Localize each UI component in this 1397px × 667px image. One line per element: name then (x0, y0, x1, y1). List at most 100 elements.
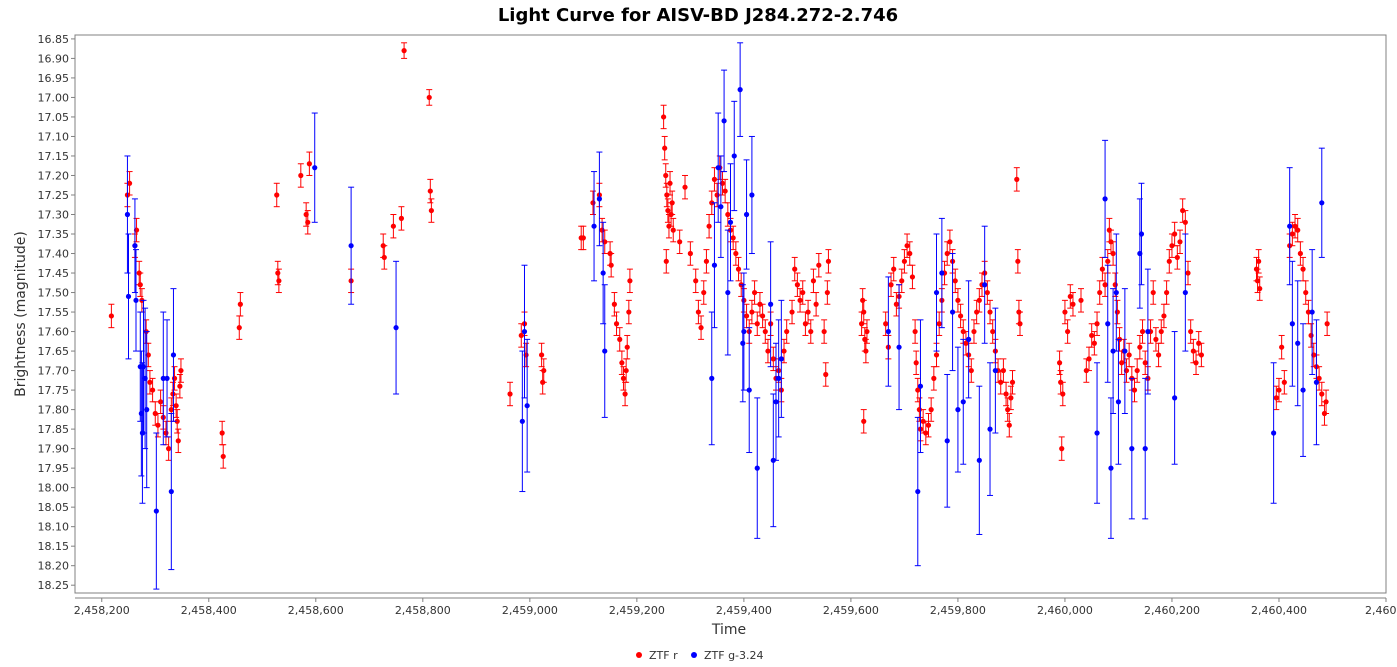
data-point-ztf-r (305, 219, 311, 225)
plot-area (74, 34, 1387, 594)
data-point-ztf-r (174, 418, 180, 424)
data-point-ztf-g (1129, 446, 1135, 452)
data-point-ztf-g (754, 465, 760, 471)
data-point-ztf-r (149, 387, 156, 393)
data-point-ztf-r (390, 223, 396, 229)
y-axis: 16.85 16.90 16.95 17.00 17.05 17.10 17.15 17.20… (38, 33, 75, 592)
data-point-ztf-r (1070, 301, 1076, 307)
data-point-ztf-r (706, 223, 712, 229)
data-point-ztf-r (1126, 352, 1132, 358)
data-point-ztf-g (987, 426, 993, 432)
data-point-ztf-r (1166, 258, 1172, 264)
data-point-ztf-r (987, 309, 993, 315)
data-point-ztf-r (1300, 266, 1306, 272)
data-point-ztf-r (687, 250, 693, 257)
data-point-ztf-r (275, 270, 281, 276)
data-point-ztf-r (1091, 340, 1097, 346)
y-tick-label: 18.10 (38, 521, 70, 534)
data-point-ztf-r (663, 172, 669, 179)
data-point-ztf-r (904, 243, 910, 249)
data-point-ztf-r (1134, 367, 1140, 374)
data-point-ztf-g (949, 309, 956, 315)
data-point-ztf-g (600, 270, 606, 276)
data-point-ztf-r (1153, 336, 1159, 342)
data-point-ztf-g (591, 223, 597, 229)
data-point-ztf-r (735, 266, 742, 272)
y-tick-label: 17.00 (38, 91, 70, 104)
data-point-ztf-r (805, 309, 811, 315)
data-point-ztf-r (931, 375, 937, 381)
legend-marker-ztf-g (691, 652, 697, 658)
x-tick-label: 2,459,600 (823, 604, 879, 617)
data-point-ztf-g (725, 289, 731, 296)
data-point-ztf-r (1276, 387, 1282, 393)
data-point-ztf-g (1094, 430, 1100, 436)
y-tick-label: 17.75 (38, 384, 70, 397)
data-point-ztf-r (754, 321, 760, 327)
data-point-ztf-g (153, 508, 159, 514)
data-point-ztf-r (168, 407, 174, 413)
data-point-ztf-r (907, 250, 913, 257)
data-point-ztf-r (163, 430, 169, 436)
legend-label-ztf-g: ZTF g-3.24 (704, 649, 764, 662)
data-point-ztf-r (166, 446, 172, 452)
data-point-ztf-r (1188, 328, 1194, 335)
data-point-ztf-r (912, 328, 918, 335)
data-point-ztf-r (730, 235, 736, 241)
data-point-ztf-r (936, 321, 942, 327)
y-tick-label: 17.65 (38, 345, 70, 358)
data-point-ztf-r (1142, 360, 1148, 366)
data-point-ztf-g (746, 387, 752, 393)
data-point-ztf-g (1145, 328, 1151, 335)
data-point-ztf-g (168, 488, 174, 495)
y-tick-label: 17.25 (38, 189, 70, 202)
data-point-ztf-r (627, 278, 633, 284)
x-tick-label: 2,459,800 (930, 604, 986, 617)
data-point-ztf-r (1193, 360, 1199, 366)
data-point-ztf-g (933, 289, 940, 296)
data-point-ztf-r (1182, 219, 1188, 225)
data-point-ztf-g (1271, 430, 1277, 436)
data-point-ztf-r (722, 188, 728, 194)
data-point-ztf-r (751, 289, 758, 296)
data-point-ztf-r (623, 367, 629, 374)
data-point-ztf-r (1078, 297, 1084, 303)
data-point-ztf-g (524, 403, 530, 409)
data-point-ztf-r (760, 313, 766, 319)
data-point-ztf-g (776, 375, 782, 381)
data-point-ztf-r (178, 367, 184, 374)
data-point-ztf-r (888, 282, 894, 288)
data-point-ztf-g (596, 196, 603, 202)
data-point-ztf-r (1062, 309, 1068, 315)
x-tick-label: 2,459,200 (609, 604, 665, 617)
data-point-ztf-r (703, 258, 710, 264)
data-point-ztf-r (863, 348, 869, 354)
data-point-ztf-r (670, 227, 676, 233)
data-point-ztf-r (274, 192, 280, 198)
data-point-ztf-g (133, 297, 139, 303)
data-point-ztf-r (861, 309, 867, 315)
data-point-ztf-r (913, 360, 919, 366)
data-point-ztf-r (173, 403, 179, 409)
data-point-ztf-r (298, 172, 304, 179)
data-point-ztf-r (781, 348, 787, 354)
data-point-ztf-r (1323, 399, 1329, 405)
data-point-ztf-r (1257, 286, 1263, 292)
legend-marker-ztf-r (636, 652, 642, 658)
data-point-ztf-r (108, 313, 114, 319)
data-point-ztf-r (507, 391, 513, 397)
data-point-ztf-r (663, 258, 669, 264)
y-tick-label: 17.10 (38, 130, 70, 143)
data-point-ztf-r (608, 262, 614, 268)
y-tick-label: 16.90 (38, 52, 70, 65)
y-tick-label: 17.80 (38, 404, 70, 417)
data-point-ztf-r (1015, 258, 1021, 264)
data-point-ztf-r (665, 207, 671, 214)
data-point-ztf-r (177, 383, 183, 389)
data-point-ztf-g (124, 211, 131, 218)
data-point-ztf-r (813, 301, 819, 307)
data-point-ztf-r (923, 430, 929, 436)
data-point-ztf-r (306, 161, 312, 167)
data-point-ztf-r (725, 211, 731, 218)
data-point-ztf-r (237, 301, 243, 307)
